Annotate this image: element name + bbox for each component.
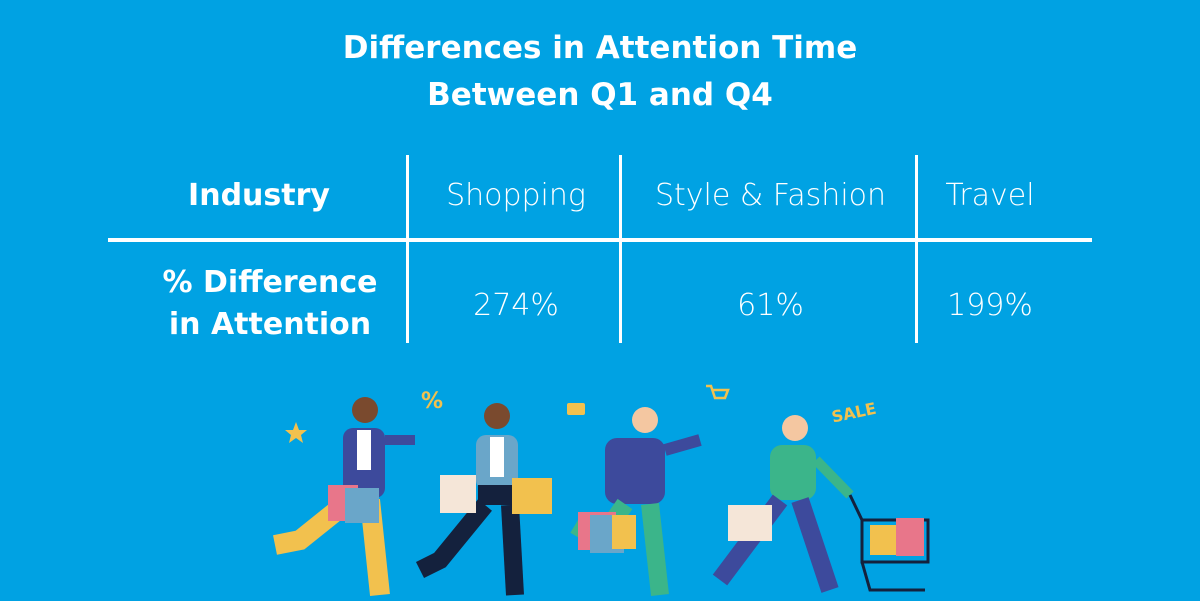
money-icon	[567, 403, 585, 415]
title-line: Differences in Attention Time	[342, 30, 858, 66]
star	[285, 422, 307, 443]
column-header: Shopping	[446, 177, 586, 213]
column-rule	[619, 155, 622, 343]
icon-label: %	[421, 389, 443, 414]
table-cell: 274%	[473, 287, 559, 323]
table-cell: 199%	[947, 287, 1033, 323]
person	[273, 397, 415, 597]
person	[570, 407, 702, 596]
title-line: Between Q1 and Q4	[427, 77, 773, 113]
column-rule	[406, 155, 409, 343]
person	[415, 403, 552, 596]
row-header: % Difference in Attention	[162, 265, 378, 342]
column-rule	[915, 155, 918, 343]
header-rule	[108, 238, 1092, 242]
table-cell: 61%	[737, 287, 804, 323]
icon-label: SALE	[830, 399, 878, 427]
cart-icon	[706, 384, 730, 400]
column-header: Style & Fashion	[654, 177, 887, 213]
person	[712, 415, 930, 593]
column-header: Travel	[945, 177, 1035, 213]
column-header: Industry	[188, 177, 330, 213]
